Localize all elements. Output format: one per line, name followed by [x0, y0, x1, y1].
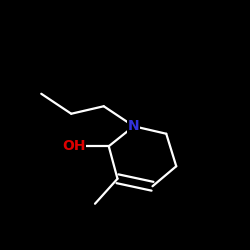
Text: N: N: [128, 119, 140, 133]
Text: OH: OH: [62, 139, 86, 153]
